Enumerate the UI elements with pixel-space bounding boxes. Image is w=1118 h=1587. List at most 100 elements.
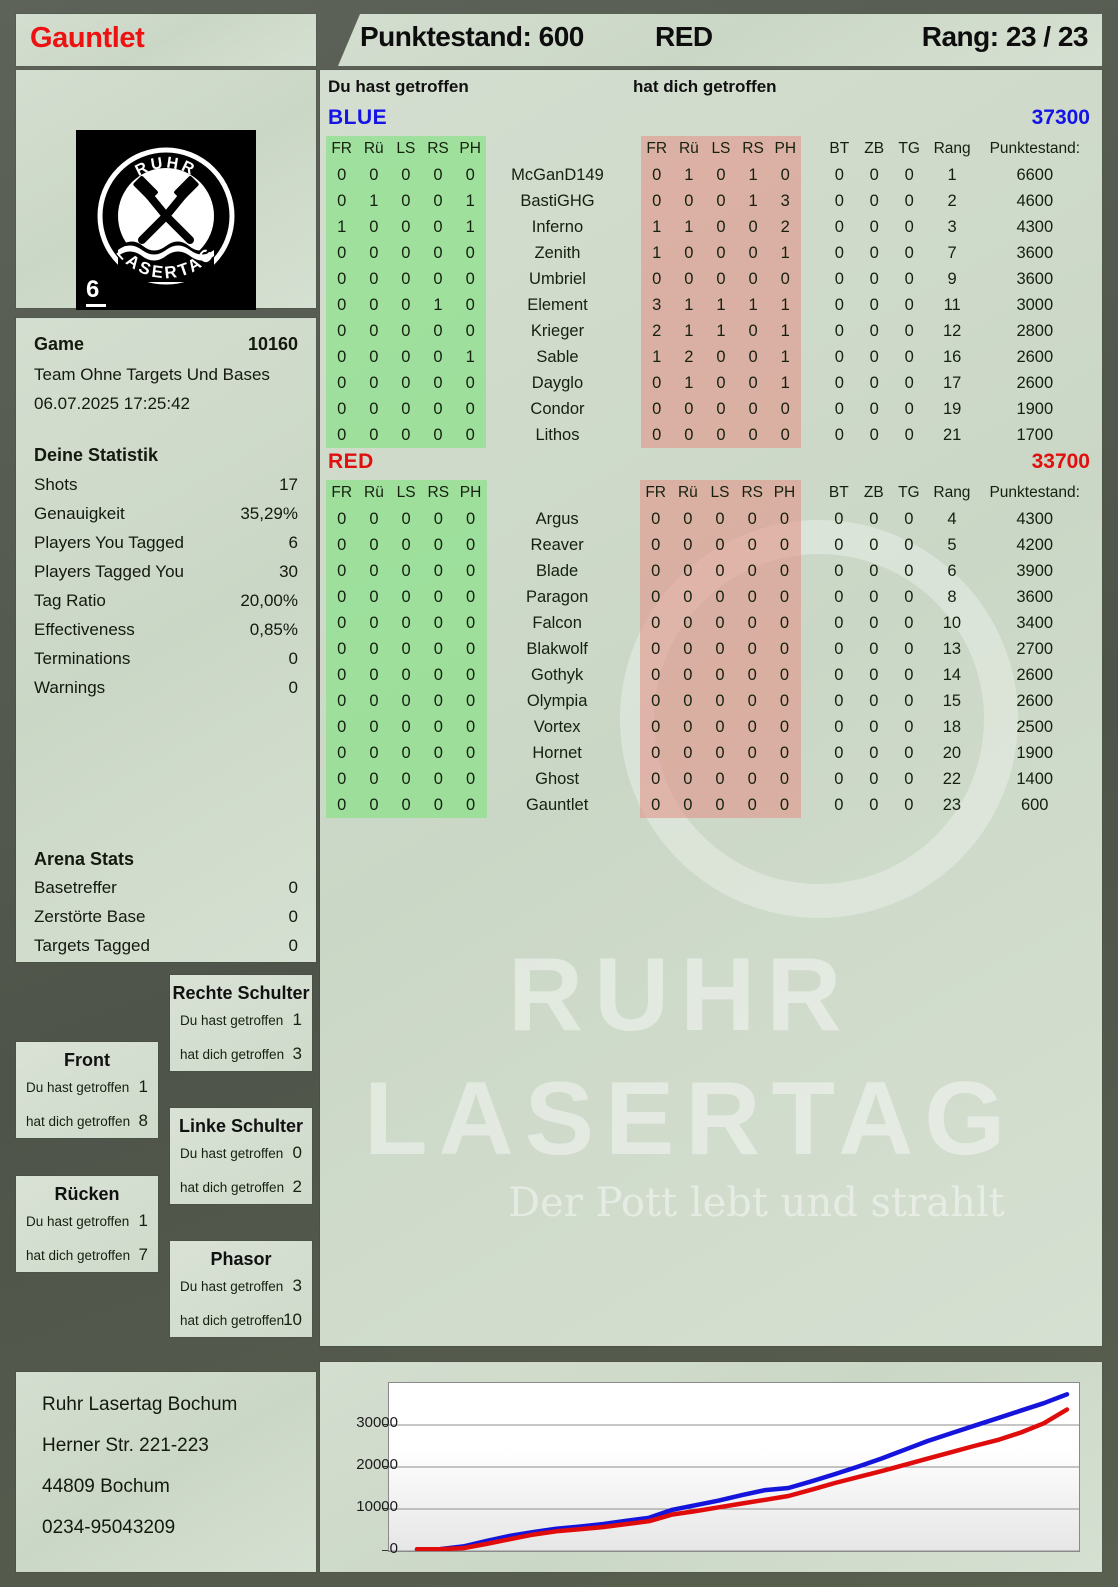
cell-got: 0 [736,558,769,584]
player-name[interactable]: Gothyk [530,665,584,684]
table-row[interactable]: 0 1 0 0 1 BastiGHG 0 0 0 1 3 0 0 0 2 4600 [320,188,1102,214]
table-row[interactable]: 0 0 0 0 0 McGanD149 0 1 0 1 0 0 0 0 1 6600 [320,162,1102,188]
cell-hit: 0 [454,240,487,266]
player-name[interactable]: Condor [530,399,585,418]
table-row[interactable]: 0 0 0 0 0 Ghost 0 0 0 0 0 0 0 0 22 1400 [320,766,1102,792]
chart-lines [389,1392,1079,1552]
cell-hit: 0 [421,422,455,448]
table-row[interactable]: 0 0 0 0 0 Falcon 0 0 0 0 0 0 0 0 10 3400 [320,610,1102,636]
body-part-linke-schulter: Linke Schulter Du hast getroffen 0 hat d… [170,1108,312,1204]
table-row[interactable]: 0 0 0 0 0 Lithos 0 0 0 0 0 0 0 0 21 1700 [320,422,1102,448]
title-bar-left [16,14,316,66]
player-name[interactable]: Vortex [533,717,581,736]
cell-got: 0 [736,422,770,448]
cell-got: 0 [639,740,672,766]
cell-zb: 0 [869,561,879,580]
col-header-got-PH: PH [769,136,802,162]
game-label: Game [34,334,85,354]
table-row[interactable]: 0 0 0 0 0 Hornet 0 0 0 0 0 0 0 0 20 1900 [320,740,1102,766]
table-row[interactable]: 0 0 0 0 0 Dayglo 0 1 0 0 1 0 0 0 17 2600 [320,370,1102,396]
col-header-hit-LS: LS [390,480,423,506]
table-row[interactable]: 0 0 0 0 0 Paragon 0 0 0 0 0 0 0 0 8 3600 [320,584,1102,610]
table-row[interactable]: 0 0 0 0 0 Blade 0 0 0 0 0 0 0 0 6 3900 [320,558,1102,584]
arena-stat-value: 0 [288,907,298,926]
player-name[interactable]: McGanD149 [511,165,604,184]
cell-zb: 0 [869,243,879,262]
cell-got: 0 [671,662,704,688]
player-name[interactable]: Falcon [532,613,582,632]
col-header-zb: ZB [863,484,884,501]
player-name[interactable]: Lithos [535,425,580,444]
table-row[interactable]: 0 0 0 0 0 Condor 0 0 0 0 0 0 0 0 19 1900 [320,396,1102,422]
table-row[interactable]: 0 0 0 0 0 Blakwolf 0 0 0 0 0 0 0 0 13 2700 [320,636,1102,662]
cell-bt: 0 [834,639,844,658]
player-name[interactable]: Argus [535,509,579,528]
table-row[interactable]: 0 0 0 0 0 Umbriel 0 0 0 0 0 0 0 0 9 3600 [320,266,1102,292]
cell-points: 4600 [1016,191,1054,210]
cell-hit: 0 [390,714,423,740]
cell-zb: 0 [869,191,879,210]
cell-points: 1900 [1016,399,1054,418]
player-name[interactable]: Dayglo [531,373,584,392]
cell-hit: 0 [454,506,487,532]
cell-got: 0 [769,162,802,188]
player-name[interactable]: Krieger [530,321,585,340]
player-name[interactable]: BastiGHG [520,191,595,210]
table-row[interactable]: 0 0 0 0 0 Gauntlet 0 0 0 0 0 0 0 0 23 600 [320,792,1102,818]
table-row[interactable]: 0 0 0 0 0 Vortex 0 0 0 0 0 0 0 0 18 2500 [320,714,1102,740]
player-name[interactable]: Paragon [525,587,589,606]
table-row[interactable]: 0 0 0 0 0 Reaver 0 0 0 0 0 0 0 0 5 4200 [320,532,1102,558]
got-hit-value: 8 [138,1111,148,1130]
body-part-ruecken: Rücken Du hast getroffen 1 hat dich getr… [16,1176,158,1272]
cell-got: 0 [671,558,704,584]
cell-rang: 6 [947,561,957,580]
cell-got: 1 [640,344,673,370]
player-name[interactable]: Reaver [530,535,584,554]
cell-hit: 0 [454,636,487,662]
player-name[interactable]: Zenith [534,243,581,262]
player-name[interactable]: Umbriel [529,269,586,288]
table-row[interactable]: 0 0 0 1 0 Element 3 1 1 1 1 0 0 0 11 3000 [320,292,1102,318]
stat-label: Players Tagged You [34,562,184,581]
cell-hit: 0 [421,370,455,396]
cell-got: 1 [769,318,802,344]
cell-got: 0 [672,396,705,422]
cell-zb: 0 [869,321,879,340]
cell-zb: 0 [869,691,879,710]
cell-hit: 0 [390,766,423,792]
watermark-line1: RUHR [508,937,853,1053]
cell-tg: 0 [904,509,914,528]
player-name[interactable]: Blakwolf [526,639,588,658]
table-row[interactable]: 0 0 0 0 0 Gothyk 0 0 0 0 0 0 0 0 14 2600 [320,662,1102,688]
player-name[interactable]: Olympia [526,691,588,710]
team-name-red: RED [328,450,374,473]
cell-got: 0 [768,662,801,688]
player-name[interactable]: Element [527,295,588,314]
table-row[interactable]: 0 0 0 0 0 Argus 0 0 0 0 0 0 0 0 4 4300 [320,506,1102,532]
table-row[interactable]: 0 0 0 0 1 Sable 1 2 0 0 1 0 0 0 16 2600 [320,344,1102,370]
stat-label: Warnings [34,678,106,697]
body-part-front: Front Du hast getroffen 1 hat dich getro… [16,1042,158,1138]
cell-points: 4200 [1016,535,1054,554]
stat-value: 6 [288,533,298,552]
cell-got: 0 [640,370,673,396]
player-name[interactable]: Ghost [535,769,580,788]
cell-zb: 0 [869,295,879,314]
cell-got: 0 [639,558,672,584]
player-name[interactable]: Gauntlet [525,795,589,814]
cell-hit: 0 [389,266,422,292]
table-row[interactable]: 0 0 0 0 0 Olympia 0 0 0 0 0 0 0 0 15 2600 [320,688,1102,714]
cell-rang: 15 [942,691,962,710]
cell-tg: 0 [904,795,914,814]
player-name[interactable]: Blade [536,561,579,580]
player-name[interactable]: Sable [536,347,579,366]
table-row[interactable]: 0 0 0 0 0 Krieger 2 1 1 0 1 0 0 0 12 2800 [320,318,1102,344]
player-name[interactable]: Inferno [531,217,584,236]
cell-hit: 0 [389,292,422,318]
table-row[interactable]: 1 0 0 0 1 Inferno 1 1 0 0 2 0 0 0 3 4300 [320,214,1102,240]
col-header-got-FR: FR [640,136,673,162]
player-name[interactable]: Hornet [532,743,582,762]
cell-got: 0 [768,610,801,636]
cell-got: 0 [736,506,769,532]
table-row[interactable]: 0 0 0 0 0 Zenith 1 0 0 0 1 0 0 0 7 3600 [320,240,1102,266]
